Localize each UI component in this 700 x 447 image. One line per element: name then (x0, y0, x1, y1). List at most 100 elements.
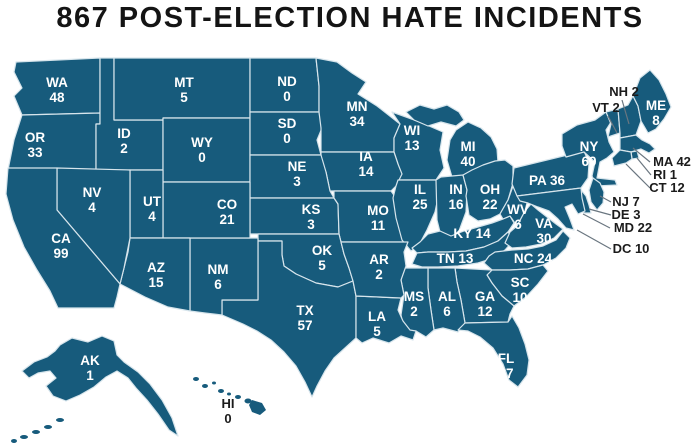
hawaii-island (244, 398, 252, 404)
state-label-nh: NH 2 (609, 84, 639, 99)
state-fl (457, 315, 530, 388)
states-layer (5, 57, 672, 443)
aleutian-island (44, 425, 52, 429)
state-label-wi: WI 13 (404, 123, 421, 153)
state-label-va: VA 30 (535, 216, 553, 246)
state-label-vt: VT 2 (592, 100, 619, 115)
state-nj (588, 177, 605, 211)
state-me (632, 69, 672, 134)
state-or (7, 112, 101, 171)
hawaii-island (202, 384, 208, 388)
state-label-az: AZ 15 (147, 260, 165, 290)
labels-layer: WA 48 OR 33 CA 99 NV 4 ID 2 UT 4 AZ 15 MT 5 WY 0 CO 21 NM 6 ND… (25, 74, 691, 426)
state-label-la: LA 5 (368, 309, 386, 339)
state-label-wy: WY 0 (191, 135, 213, 165)
state-label-ma: MA 42 (653, 154, 691, 169)
state-label-or: OR 33 (25, 130, 46, 160)
state-label-ne: NE 3 (288, 159, 307, 189)
state-label-mt: MT 5 (174, 75, 194, 105)
state-label-ri: RI 1 (653, 167, 677, 182)
leader-line-nh (621, 99, 630, 125)
state-label-ar: AR 2 (369, 252, 389, 282)
state-in (435, 174, 468, 241)
state-label-id: ID 2 (117, 126, 131, 156)
state-label-md: MD 22 (614, 220, 652, 235)
state-mi-upper-peninsula (405, 104, 465, 127)
state-label-sd: SD 0 (278, 116, 297, 146)
state-tx (221, 240, 357, 398)
leader-line-ct (625, 163, 651, 189)
state-label-mi: MI 40 (460, 139, 475, 169)
state-ar (340, 241, 409, 299)
state-label-ak: AK 1 (80, 353, 100, 383)
aleutian-islands (11, 418, 64, 443)
state-ks (249, 197, 340, 235)
state-hi (193, 377, 266, 415)
state-nm (189, 237, 259, 316)
state-label-ms: MS 2 (404, 289, 424, 319)
state-label-ga: GA 12 (475, 289, 496, 319)
state-label-nj: NJ 7 (612, 194, 639, 209)
aleutian-island (20, 435, 28, 439)
state-label-nd: ND 0 (277, 74, 297, 104)
state-label-ok: OK 5 (312, 243, 333, 273)
state-ak (21, 335, 179, 437)
hawaii-island (227, 392, 231, 396)
leader-line-dc (576, 229, 612, 250)
state-ct (611, 149, 633, 167)
state-label-ia: IA 14 (358, 149, 374, 179)
state-label-mn: MN 34 (347, 99, 368, 129)
leader-line-de (588, 208, 612, 216)
state-vt (605, 108, 621, 138)
state-label-me: ME 8 (646, 98, 666, 128)
state-ma (619, 134, 656, 154)
state-label-wv: WV 6 (507, 202, 529, 232)
state-label-nm: NM 6 (208, 262, 229, 292)
state-nc (483, 230, 571, 271)
state-la (355, 295, 417, 344)
leader-line-vt (607, 115, 618, 134)
hawaii-island (193, 377, 199, 381)
state-label-il: IL 25 (412, 182, 428, 212)
state-label-al: AL 6 (438, 289, 456, 319)
state-label-dc: DC 10 (613, 241, 650, 256)
aleutian-island (56, 418, 64, 422)
state-va (504, 203, 564, 249)
state-label-oh: OH 22 (480, 182, 500, 212)
leader-line-ma (632, 147, 651, 163)
state-label-fl: FL 37 (498, 351, 515, 381)
state-label-wa: WA 48 (46, 75, 68, 105)
leader-line-ri (636, 157, 652, 176)
map-title: 867 POST-ELECTION HATE INCIDENTS (56, 2, 644, 34)
hawaii-island (218, 389, 224, 393)
state-label-mo: MO 11 (367, 203, 389, 233)
state-label-ny: NY 69 (580, 139, 599, 169)
state-label-ut: UT 4 (143, 194, 162, 224)
state-label-ct: CT 12 (649, 180, 684, 195)
state-label-de: DE 3 (612, 207, 641, 222)
leader-line-md (582, 213, 611, 229)
leader-line-nj (599, 195, 612, 203)
state-label-hi: HI 0 (222, 396, 235, 426)
state-label-tx: TX 57 (296, 303, 313, 333)
state-label-ky: KY 14 (453, 226, 491, 241)
hawaii-island (235, 395, 241, 399)
hawaii-big-island (249, 400, 266, 415)
state-label-ks: KS 3 (302, 202, 321, 232)
state-label-nv: NV 4 (83, 185, 102, 215)
state-label-pa: PA 36 (529, 173, 566, 188)
state-wy (162, 117, 251, 183)
state-label-in: IN 16 (448, 182, 464, 212)
state-label-ca: CA 99 (51, 231, 71, 261)
hawaii-island (212, 381, 216, 385)
state-md (516, 187, 586, 231)
aleutian-island (11, 439, 17, 443)
state-label-nc: NC 24 (514, 251, 553, 266)
state-ca (5, 167, 121, 309)
aleutian-island (32, 430, 40, 434)
state-label-co: CO 21 (217, 197, 237, 227)
state-label-sc: SC 10 (511, 275, 530, 305)
state-label-tn: TN 13 (437, 251, 474, 266)
